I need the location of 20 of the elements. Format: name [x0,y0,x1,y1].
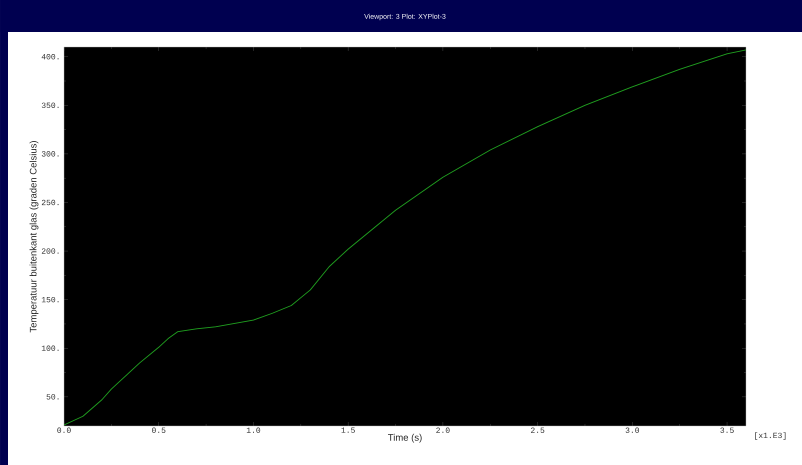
y-tick-label: 300. [42,151,59,157]
x-tick-label: 3.0 [626,428,640,433]
line-series [64,49,746,426]
x-tick-label: 1.5 [342,428,355,433]
x-axis-title: Time (s) [388,434,422,443]
x-tick-label: 1.0 [246,428,260,433]
y-tick-label: 150. [42,296,59,302]
x-tick-label: 2.5 [530,428,544,433]
y-tick-label: 100. [42,346,59,351]
x-tick-label: 0.5 [152,428,166,433]
x-tick-label: 3.5 [720,428,734,433]
y-tick-label: 250. [42,200,59,206]
y-tick-label: 200. [42,248,59,254]
y-tick-label: 350. [42,102,59,108]
y-tick-label: 400. [42,54,59,60]
y-axis-title: Temperatuur buitenkant glas (graden Celsius) [30,141,38,332]
y-tick-label: 50. [46,394,59,400]
text: [x1.E3] [755,432,786,440]
x-tick-label: 0.0 [57,428,71,433]
x-tick-label: 2.0 [436,428,450,433]
